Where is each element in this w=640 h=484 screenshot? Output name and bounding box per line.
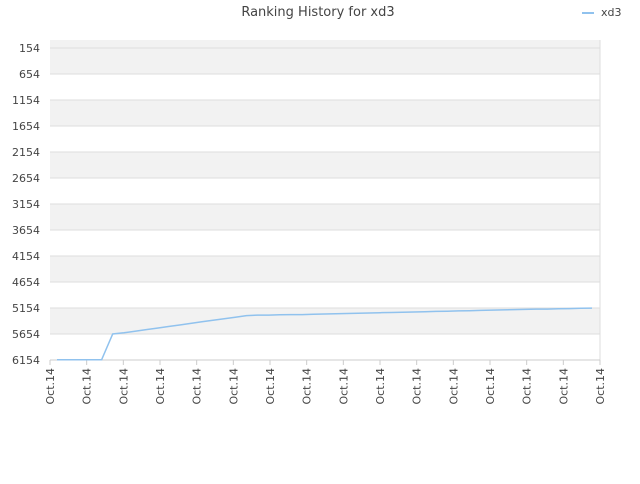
y-tick-label: 4654	[12, 276, 40, 289]
x-tick-label: Oct.14	[411, 368, 424, 405]
grid-lines	[50, 40, 601, 361]
series-line-xd3	[57, 307, 593, 361]
y-tick-label: 154	[19, 42, 40, 55]
y-tick-label: 5154	[12, 302, 40, 315]
y-tick-label: 3654	[12, 224, 40, 237]
legend-label: xd3	[601, 6, 622, 19]
y-tick-label: 4154	[12, 250, 40, 263]
x-tick-label: Oct.14	[557, 368, 570, 405]
plot-bands	[50, 40, 600, 360]
y-tick-label: 654	[19, 68, 40, 81]
x-tick-label: Oct.14	[484, 368, 497, 405]
plot-band	[50, 256, 600, 282]
x-tick-label: Oct.14	[227, 368, 240, 405]
plot-band	[50, 282, 600, 308]
x-axis: Oct.14 Oct.14 Oct.14 Oct.14 Oct.14 Oct.14 Oct.…	[44, 360, 607, 405]
plot-band	[50, 334, 600, 360]
y-tick-label: 3154	[12, 198, 40, 211]
x-tick-label: Oct.14	[374, 368, 387, 405]
plot-band	[50, 100, 600, 126]
x-tick-label: Oct.14	[117, 368, 130, 405]
plot-band	[50, 152, 600, 178]
y-tick-label: 2154	[12, 146, 40, 159]
y-tick-label: 1154	[12, 94, 40, 107]
x-tick-label: Oct.14	[337, 368, 350, 405]
plot-band	[50, 178, 600, 204]
x-tick-label: Oct.14	[264, 368, 277, 405]
plot-band	[50, 74, 600, 100]
y-tick-label: 1654	[12, 120, 40, 133]
x-tick-label: Oct.14	[301, 368, 314, 405]
x-tick-label: Oct.14	[594, 368, 607, 405]
x-tick-label: Oct.14	[154, 368, 167, 405]
plot-band	[50, 126, 600, 152]
plot-band	[50, 48, 600, 74]
plot-band	[50, 308, 600, 334]
y-tick-label: 5654	[12, 328, 40, 341]
y-axis: 154 654 1154 1654 2154 2654 3154 3654 4154 4654 51…	[12, 42, 40, 367]
series-group	[57, 307, 593, 361]
x-tick-label: Oct.14	[81, 368, 94, 405]
x-tick-label: Oct.14	[447, 368, 460, 405]
x-tick-label: Oct.14	[44, 368, 57, 405]
x-tick-label: Oct.14	[521, 368, 534, 405]
legend[interactable]: xd3	[582, 6, 622, 19]
y-tick-label: 6154	[12, 354, 40, 367]
plot-band	[50, 230, 600, 256]
x-tick-label: Oct.14	[191, 368, 204, 405]
y-tick-label: 2654	[12, 172, 40, 185]
chart-title: Ranking History for xd3	[241, 5, 394, 20]
plot-band	[50, 204, 600, 230]
